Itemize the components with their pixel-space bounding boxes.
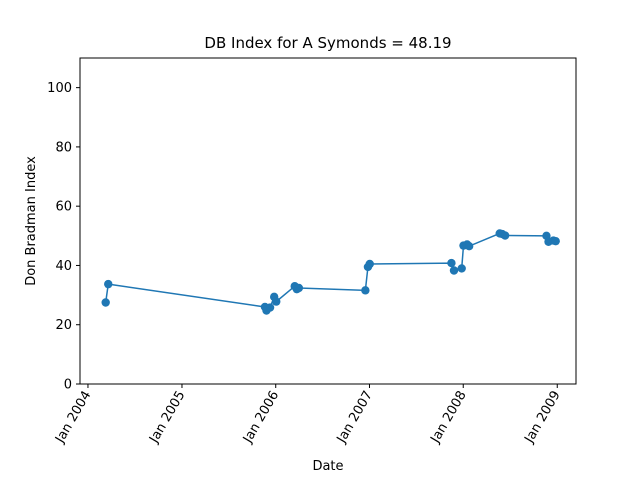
y-axis-label: Don Bradman Index — [24, 156, 39, 286]
data-point — [272, 297, 281, 306]
data-point — [464, 241, 474, 251]
data-point — [551, 236, 560, 246]
x-axis-label: Date — [312, 459, 343, 474]
data-point — [457, 264, 466, 273]
series-line — [104, 232, 556, 312]
data-point — [104, 279, 113, 289]
x-tick-label: Jan 2004 — [52, 389, 94, 447]
x-tick-label: Jan 2005 — [146, 389, 188, 447]
x-tick-label: Jan 2009 — [522, 389, 564, 447]
data-point — [294, 283, 304, 293]
y-tick-label: 80 — [55, 140, 72, 155]
data-point — [101, 298, 110, 307]
data-point — [447, 258, 456, 268]
y-tick-label: 0 — [64, 378, 72, 393]
plot-layer: 0 20 40 60 80 100 Jan 2004 Jan 2005 Jan 2006 Jan … — [47, 81, 564, 446]
y-axis-label-group: Don Bradman Index — [24, 156, 39, 286]
y-tick-label: 60 — [55, 200, 72, 215]
y-tick-label: 40 — [55, 259, 72, 274]
plot-frame — [79, 57, 577, 385]
data-point — [449, 266, 459, 275]
x-tick-label: Jan 2007 — [334, 389, 376, 447]
x-tick-label: Jan 2006 — [240, 389, 282, 447]
data-point — [361, 286, 370, 295]
x-tick-label: Jan 2008 — [428, 389, 470, 447]
chart-title: DB Index for A Symonds = 48.19 — [204, 34, 451, 52]
data-point — [500, 231, 510, 240]
y-tick-label: 100 — [47, 81, 72, 96]
data-point — [265, 303, 275, 312]
data-point — [365, 259, 374, 269]
y-tick-label: 20 — [55, 318, 72, 333]
